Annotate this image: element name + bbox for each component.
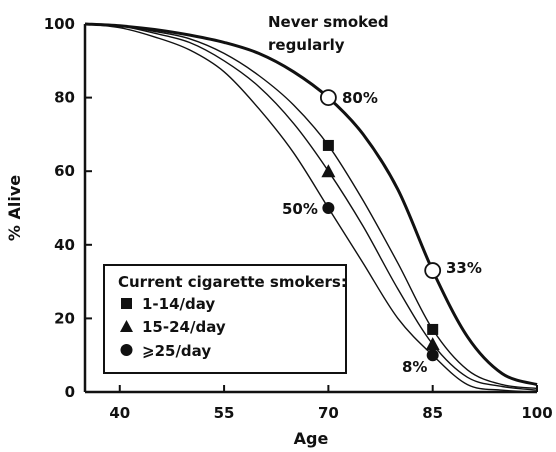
x-tick-label-100: 100 xyxy=(521,404,552,422)
never-smoked-label-line2: regularly xyxy=(268,36,345,54)
y-tick-label-100: 100 xyxy=(44,15,75,33)
data-markers xyxy=(319,89,442,362)
y-tick-label-40: 40 xyxy=(54,236,75,254)
x-tick-label-70: 70 xyxy=(318,404,339,422)
legend-label-25: ⩾25/day xyxy=(142,342,211,360)
legend-marker-circle xyxy=(120,344,133,356)
legend-label-15-24: 15-24/day xyxy=(142,318,226,336)
marker-triangle-70-60 xyxy=(321,164,336,178)
axis-ticks: 0 20 40 60 80 100 40 55 70 85 100 xyxy=(44,15,553,422)
marker-circle-85-10 xyxy=(426,349,439,362)
legend-marker-triangle xyxy=(120,320,133,332)
x-tick-label-55: 55 xyxy=(214,404,235,422)
legend-title: Current cigarette smokers: xyxy=(118,273,347,291)
annotation-8: 8% xyxy=(402,358,427,376)
marker-square-85-17 xyxy=(427,323,439,335)
legend: Current cigarette smokers: 1-14/day 15-2… xyxy=(103,264,347,374)
annotation-50: 50% xyxy=(282,200,318,218)
marker-open-circle-70-80 xyxy=(319,89,337,106)
x-tick-label-85: 85 xyxy=(422,404,443,422)
series-line-15-24-day xyxy=(84,23,538,391)
series-line-1-14-day xyxy=(84,23,538,389)
y-tick-label-0: 0 xyxy=(65,383,75,401)
y-tick-label-80: 80 xyxy=(54,89,75,107)
legend-marker-square xyxy=(121,298,132,309)
y-tick-label-20: 20 xyxy=(54,309,75,327)
y-tick-label-60: 60 xyxy=(54,162,75,180)
annotation-33: 33% xyxy=(446,259,482,277)
legend-label-1-14: 1-14/day xyxy=(142,295,215,313)
x-axis-title: Age xyxy=(294,429,329,448)
marker-triangle-85-13 xyxy=(425,337,440,351)
y-axis-title: % Alive xyxy=(5,175,24,241)
series-line-25-day xyxy=(84,23,538,393)
series-line-never-smoked-regularly xyxy=(84,22,538,387)
x-tick-label-40: 40 xyxy=(109,404,130,422)
legend-box xyxy=(103,264,347,374)
marker-open-circle-85-33 xyxy=(424,262,442,279)
never-smoked-label-line1: Never smoked xyxy=(268,13,389,31)
survival-curves xyxy=(84,22,538,393)
marker-square-70-67 xyxy=(322,139,334,151)
marker-circle-70-50 xyxy=(322,202,335,214)
annotation-80: 80% xyxy=(342,89,378,107)
